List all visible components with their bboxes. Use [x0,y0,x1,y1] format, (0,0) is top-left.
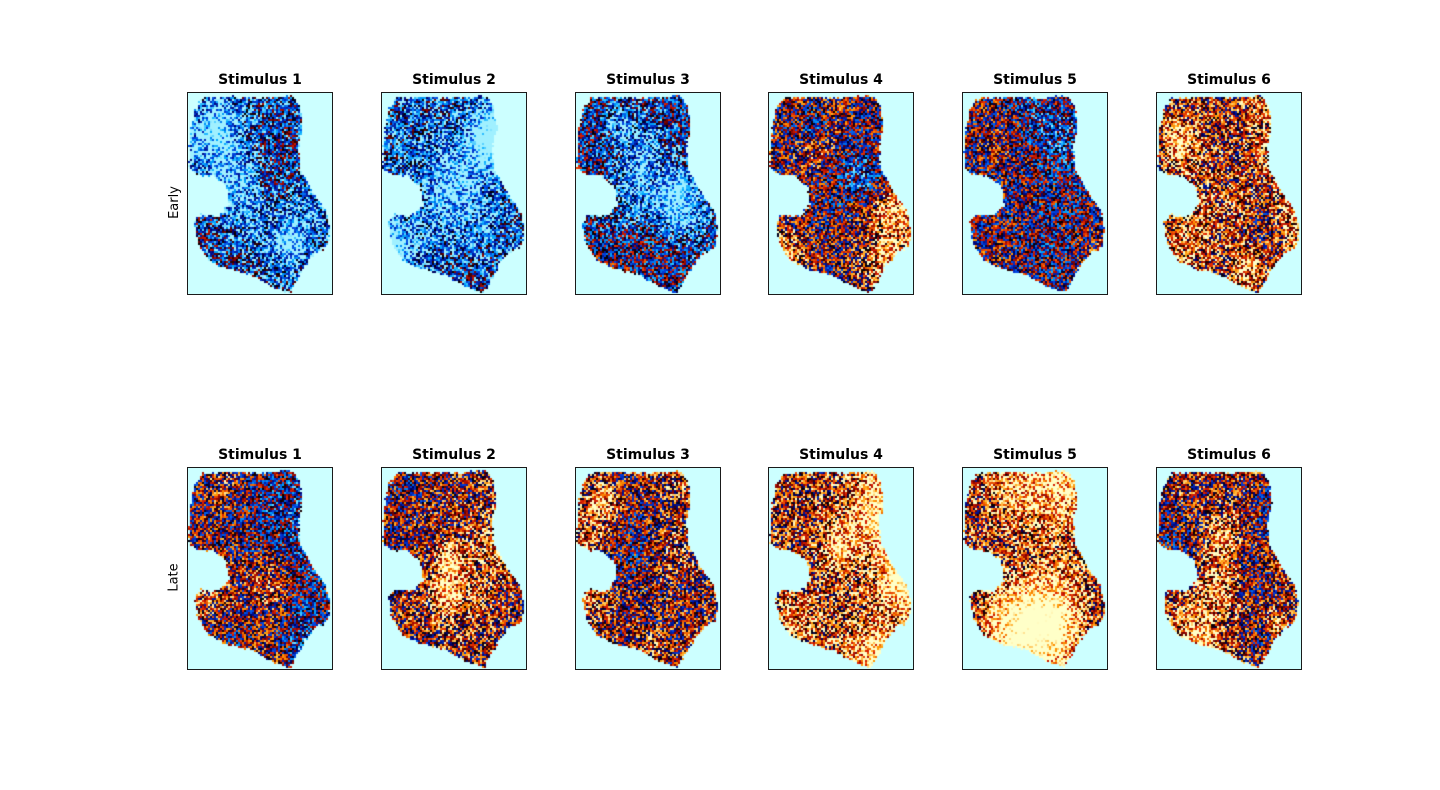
heatmap-panel-late-3 [575,467,721,670]
heatmap-image [188,93,332,294]
panel-title: Stimulus 1 [218,72,302,88]
heatmap-panel-early-6 [1156,92,1302,295]
row-label-early: Early [166,185,182,219]
panel-title: Stimulus 5 [993,72,1077,88]
panel-title: Stimulus 5 [993,447,1077,463]
panel-title: Stimulus 3 [606,72,690,88]
heatmap-panel-late-6 [1156,467,1302,670]
heatmap-panel-early-2 [381,92,527,295]
heatmap-image [576,93,720,294]
heatmap-panel-early-4 [768,92,914,295]
heatmap-image [576,468,720,669]
row-label-late: Late [166,562,182,592]
heatmap-panel-early-5 [962,92,1108,295]
panel-title: Stimulus 6 [1187,72,1271,88]
heatmap-image [769,93,913,294]
panel-title: Stimulus 4 [799,72,883,88]
panel-title: Stimulus 4 [799,447,883,463]
heatmap-image [188,468,332,669]
panel-title: Stimulus 6 [1187,447,1271,463]
panel-title: Stimulus 1 [218,447,302,463]
heatmap-image [963,93,1107,294]
panel-title: Stimulus 3 [606,447,690,463]
heatmap-panel-late-5 [962,467,1108,670]
heatmap-image [382,93,526,294]
heatmap-image [963,468,1107,669]
heatmap-image [1157,468,1301,669]
heatmap-panel-early-1 [187,92,333,295]
heatmap-panel-early-3 [575,92,721,295]
heatmap-panel-late-4 [768,467,914,670]
panel-title: Stimulus 2 [412,447,496,463]
heatmap-image [769,468,913,669]
heatmap-panel-late-2 [381,467,527,670]
panel-title: Stimulus 2 [412,72,496,88]
heatmap-image [1157,93,1301,294]
heatmap-panel-late-1 [187,467,333,670]
heatmap-image [382,468,526,669]
